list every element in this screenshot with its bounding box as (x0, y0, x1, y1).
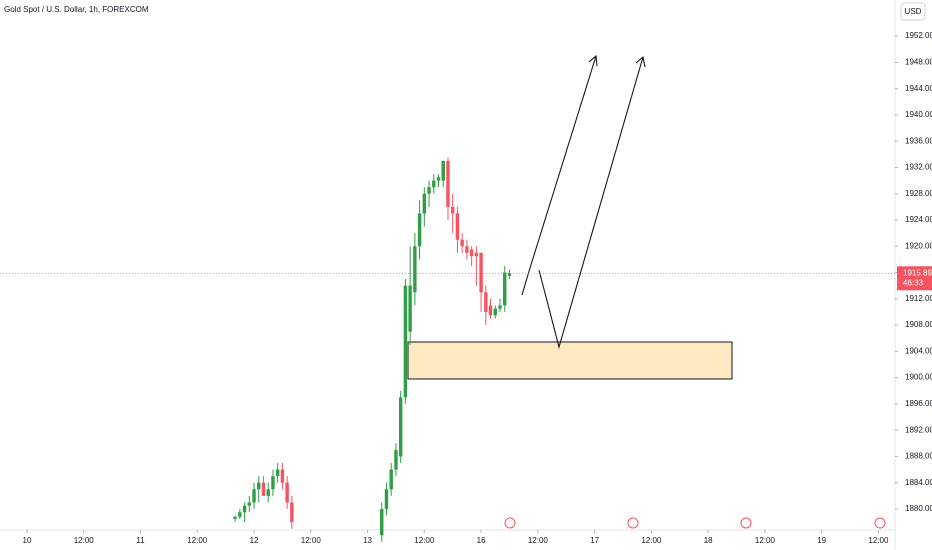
candle-body (432, 180, 436, 188)
y-tick-label: 1936.00 (905, 136, 932, 145)
candle-body (257, 482, 261, 490)
y-tick-label: 1880.00 (905, 504, 932, 513)
candle-body (479, 252, 483, 293)
chart-title: Gold Spot / U.S. Dollar, 1h, FOREXCOM (4, 5, 149, 14)
candle-body (493, 308, 497, 316)
zone-box (407, 341, 733, 380)
candle-body (285, 482, 289, 503)
y-tick-label: 1920.00 (905, 241, 932, 250)
last-price-label: 1915.89 (903, 268, 932, 277)
candle-body (398, 397, 403, 457)
candle-body (460, 239, 464, 247)
x-tick-label: 12:00 (755, 536, 776, 545)
y-tick-label: 1932.00 (905, 163, 932, 172)
y-tick-label: 1896.00 (905, 399, 932, 408)
candle-body (503, 272, 507, 306)
candle-body (394, 449, 398, 470)
last-price-box (897, 266, 932, 291)
candle-body (427, 187, 431, 194)
candle-body (408, 285, 412, 332)
x-tick-label: 10 (23, 536, 32, 545)
event-icons (504, 517, 886, 529)
candle-body (436, 177, 441, 181)
y-tick-label: 1888.00 (905, 452, 932, 461)
x-tick-label: 17 (590, 536, 599, 545)
candle-body (238, 512, 242, 517)
candle-body (280, 469, 285, 483)
candle-body (380, 508, 384, 536)
candle-body (266, 489, 270, 496)
candle-body (469, 249, 474, 257)
y-tick-label: 1924.00 (905, 215, 932, 224)
candle-body (465, 246, 469, 253)
y-tick-label: 1908.00 (905, 320, 932, 329)
candle-body (290, 502, 294, 523)
x-tick-label: 12:00 (868, 536, 889, 545)
y-tick-label: 1892.00 (905, 425, 932, 434)
candle-body (451, 206, 455, 214)
projection-arrows (521, 54, 646, 350)
x-tick-label: 18 (704, 536, 713, 545)
countdown-label: 46:33 (903, 278, 924, 287)
candle-body (422, 193, 427, 214)
x-tick-label: 16 (477, 536, 486, 545)
candle-body (384, 489, 389, 509)
candle-body (261, 482, 266, 496)
candle-body (455, 213, 460, 240)
candle-body (233, 516, 237, 519)
x-tick-label: 12:00 (641, 536, 662, 545)
candle-body (498, 305, 502, 309)
x-tick-label: 19 (817, 536, 826, 545)
candle-body (389, 469, 393, 490)
candle-body (252, 489, 256, 503)
candle-body (488, 305, 493, 316)
candle-body (403, 285, 408, 398)
candle-body (441, 160, 445, 181)
x-tick-label: 11 (136, 536, 145, 545)
x-tick-label: 12 (250, 536, 259, 545)
x-tick-label: 12:00 (528, 536, 549, 545)
candle-body (446, 160, 450, 207)
x-tick-label: 12:00 (74, 536, 95, 545)
candle-body (474, 252, 479, 257)
candle-body (247, 502, 251, 506)
candle-body (484, 292, 488, 312)
candle-body (242, 505, 247, 513)
y-tick-label: 1928.00 (905, 189, 932, 198)
y-tick-label: 1940.00 (905, 110, 932, 119)
y-tick-label: 1944.00 (905, 84, 932, 93)
candle-body (507, 273, 512, 276)
y-tick-label: 1912.00 (905, 294, 932, 303)
candle-body (417, 213, 422, 247)
y-tick-label: 1948.00 (905, 58, 932, 67)
candle-body (275, 469, 280, 477)
currency-box[interactable] (900, 2, 926, 21)
x-tick-label: 12:00 (187, 536, 208, 545)
x-tick-label: 12:00 (301, 536, 322, 545)
y-tick-label: 1904.00 (905, 346, 932, 355)
x-tick-label: 12:00 (414, 536, 435, 545)
y-tick-label: 1952.00 (905, 31, 932, 40)
y-tick-label: 1900.00 (905, 373, 932, 382)
candle-body (271, 476, 275, 490)
candle-body (413, 246, 417, 293)
y-tick-label: 1884.00 (905, 478, 932, 487)
x-tick-label: 13 (363, 536, 372, 545)
currency: USD (905, 7, 922, 16)
